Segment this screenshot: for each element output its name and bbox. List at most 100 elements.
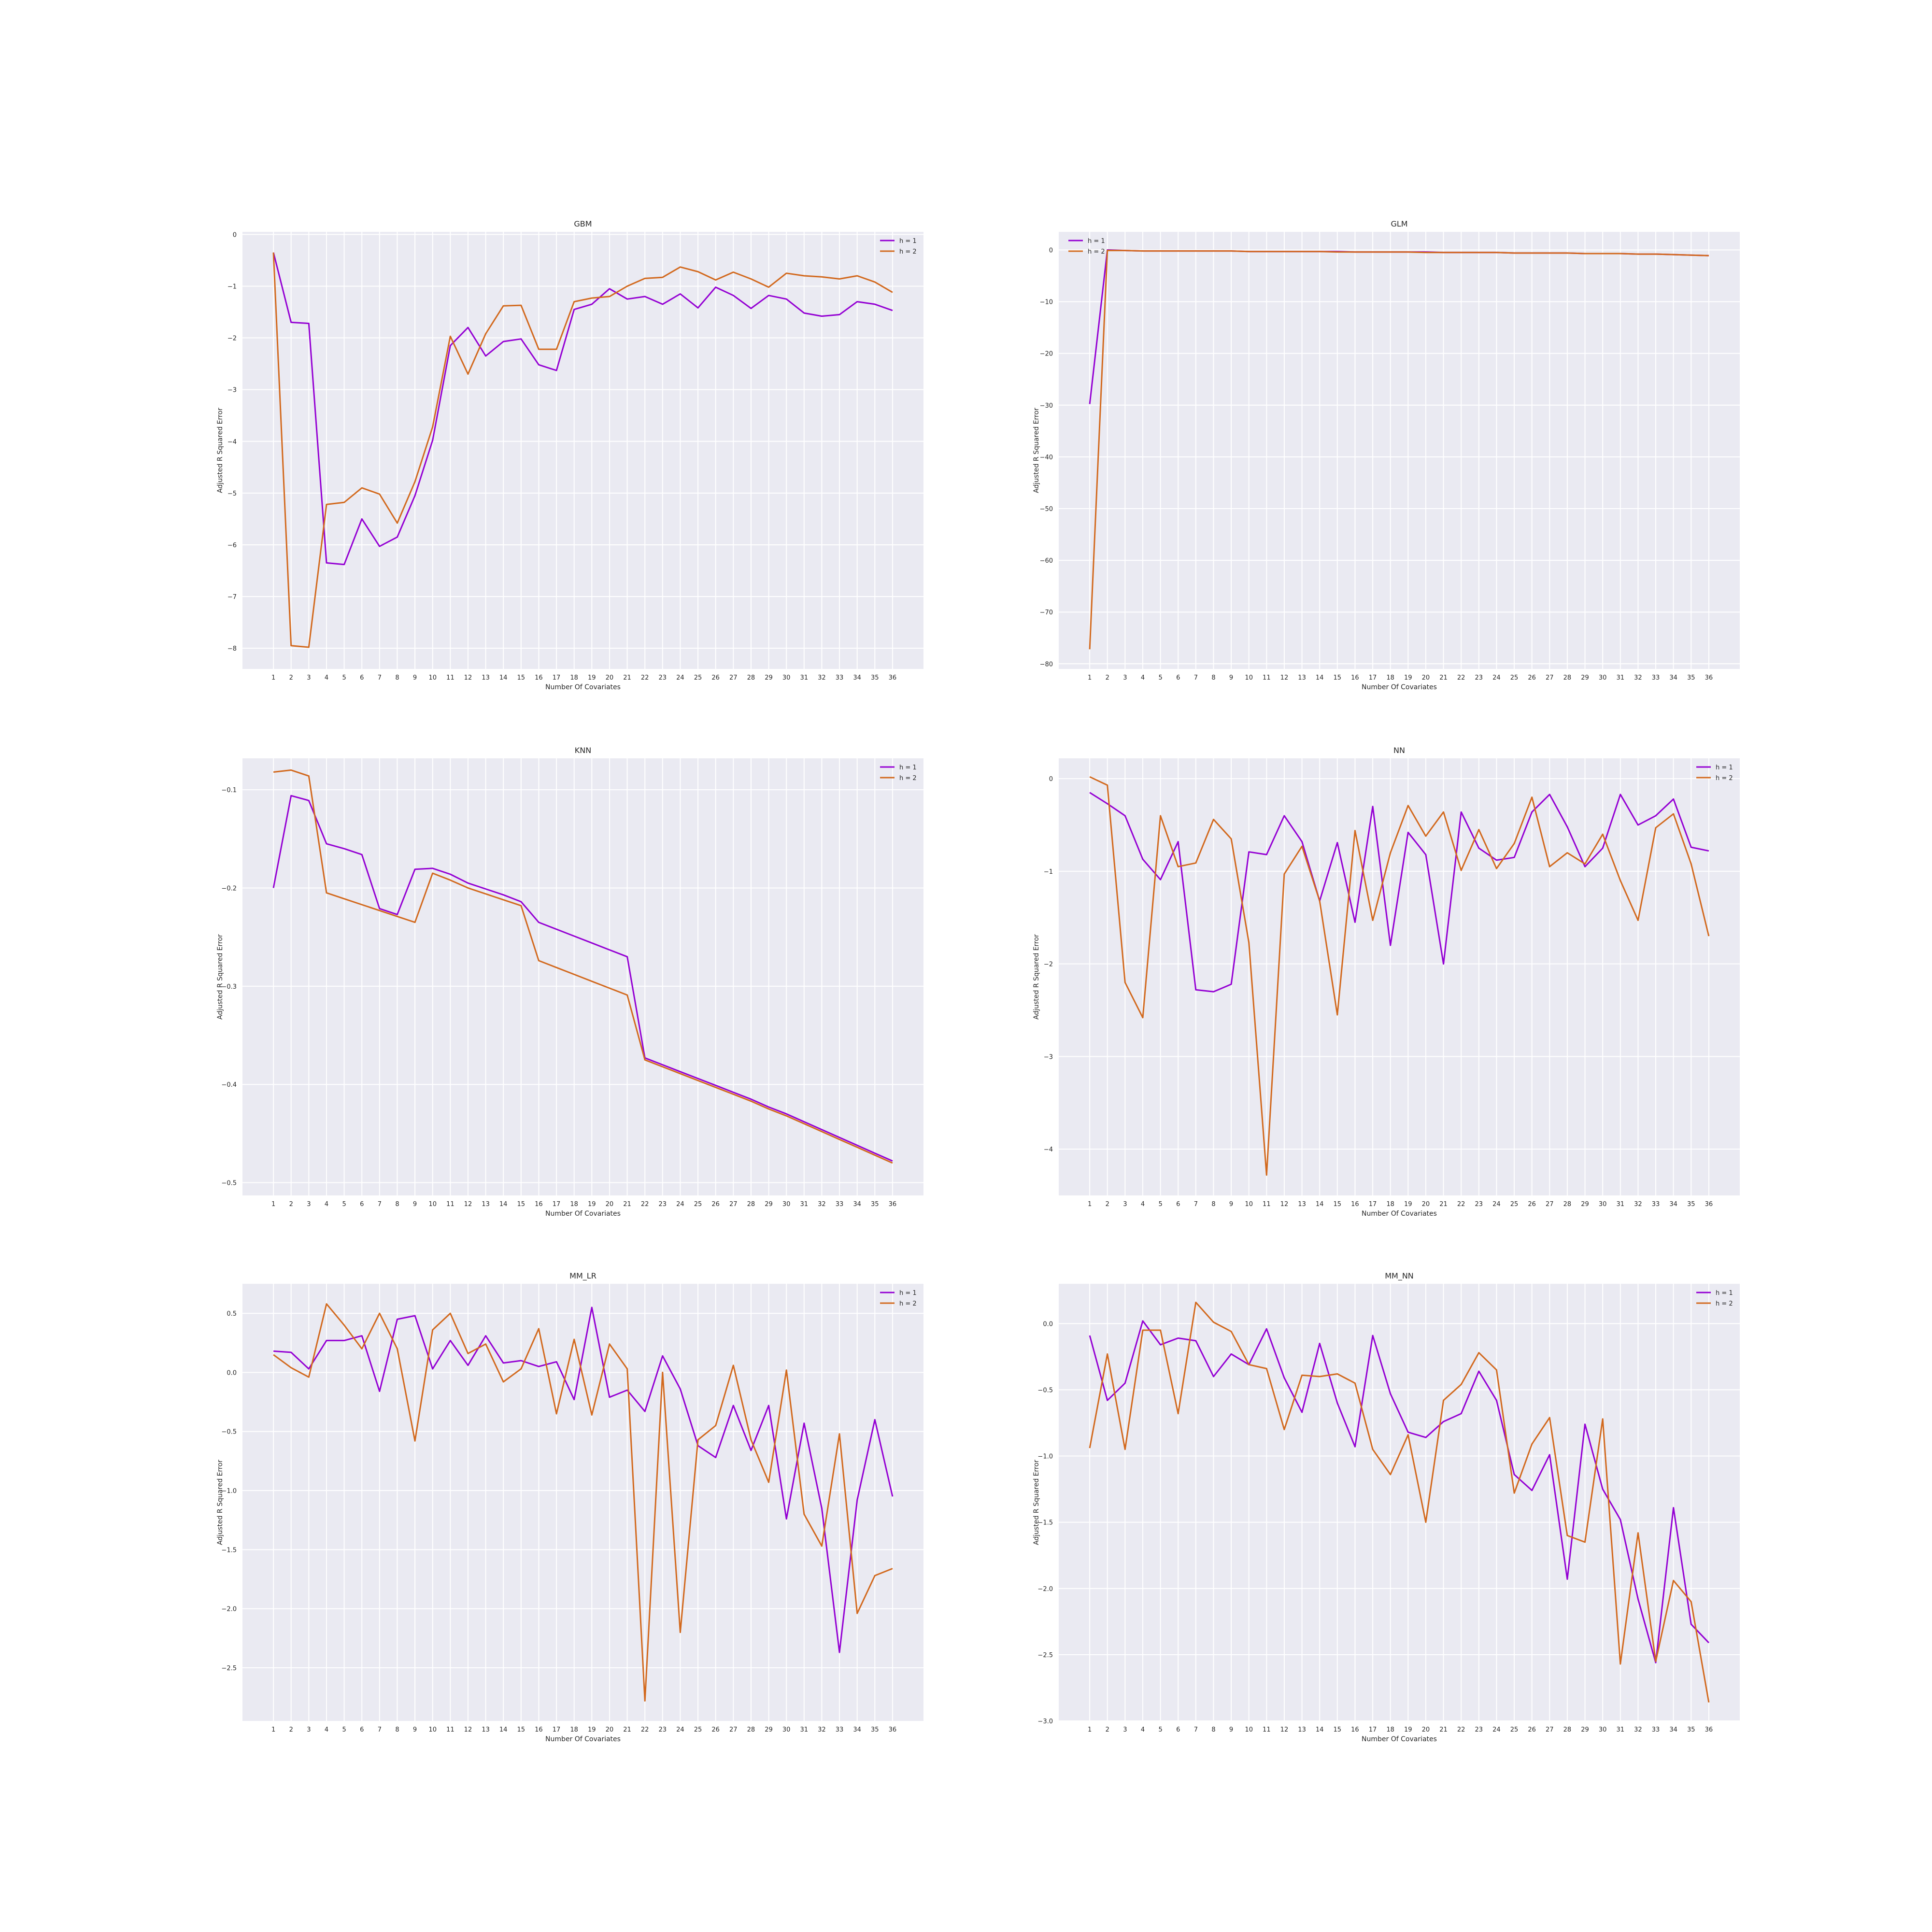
x-tick-label: 6 bbox=[1176, 1201, 1180, 1208]
x-tick-label: 16 bbox=[1351, 1201, 1359, 1208]
x-tick-label: 14 bbox=[1316, 1201, 1324, 1208]
x-tick-label: 25 bbox=[694, 1726, 702, 1733]
y-tick-label: −0.5 bbox=[221, 1429, 237, 1436]
x-tick-label: 4 bbox=[325, 1201, 328, 1208]
x-tick-label: 8 bbox=[395, 1201, 399, 1208]
x-tick-label: 2 bbox=[1106, 674, 1109, 682]
x-tick-label: 22 bbox=[1457, 1201, 1465, 1208]
x-tick-label: 33 bbox=[836, 674, 844, 682]
x-tick-label: 15 bbox=[517, 1726, 526, 1733]
subplot-nn: 1 2 3 4 5 6 7 8 9 10 11 12 13 14 15 16 17 18 19 20 21 22 23 24 2… bbox=[1033, 746, 1740, 1218]
x-tick-label: 6 bbox=[1176, 1726, 1180, 1733]
y-tick-label: −1.0 bbox=[1037, 1453, 1053, 1461]
subplot-glm: 1 2 3 4 5 6 7 8 9 10 11 12 13 14 15 16 17 18 19 20 21 22 23 24 2… bbox=[1033, 219, 1740, 691]
x-tick-label: 23 bbox=[659, 674, 667, 682]
x-tick-label: 2 bbox=[1106, 1726, 1109, 1733]
y-tick-label: −1 bbox=[227, 283, 237, 290]
x-tick-label: 9 bbox=[413, 674, 417, 682]
x-tick-label: 30 bbox=[782, 1726, 791, 1733]
subplot-gbm: 1 2 3 4 5 6 7 8 9 10 11 12 13 14 15 16 17 18 19 20 21 22 23 24 2… bbox=[216, 219, 923, 691]
x-tick-label: 7 bbox=[1194, 1201, 1198, 1208]
x-tick-label: 13 bbox=[1298, 674, 1306, 682]
x-tick-label: 8 bbox=[395, 674, 399, 682]
x-tick-label: 34 bbox=[853, 674, 861, 682]
x-tick-label: 3 bbox=[1123, 1726, 1127, 1733]
x-tick-label: 21 bbox=[623, 1201, 631, 1208]
x-tick-label: 1 bbox=[271, 1201, 275, 1208]
x-tick-label: 6 bbox=[360, 674, 364, 682]
series-line-h2 bbox=[1089, 776, 1710, 1176]
x-tick-label: 10 bbox=[428, 1726, 437, 1733]
subplot-mm-lr: 1 2 3 4 5 6 7 8 9 10 11 12 13 14 15 16 17 18 19 20 21 22 23 24 2… bbox=[216, 1271, 923, 1743]
x-tick-label: 12 bbox=[1280, 1201, 1289, 1208]
x-tick-label: 34 bbox=[853, 1201, 861, 1208]
legend-label: h = 1 bbox=[899, 1290, 917, 1297]
x-tick-label: 23 bbox=[1475, 674, 1483, 682]
x-tick-label: 13 bbox=[482, 1726, 490, 1733]
y-tick-label: −2.0 bbox=[221, 1606, 237, 1613]
x-tick-label: 36 bbox=[889, 674, 897, 682]
x-tick-label: 24 bbox=[1492, 1201, 1501, 1208]
x-tick-label: 31 bbox=[800, 1201, 809, 1208]
x-tick-label: 17 bbox=[1369, 1201, 1377, 1208]
plot-area bbox=[242, 758, 923, 1195]
x-tick-label: 14 bbox=[499, 674, 508, 682]
x-tick-label: 9 bbox=[413, 1726, 417, 1733]
x-tick-label: 21 bbox=[1439, 1726, 1448, 1733]
x-tick-label: 34 bbox=[853, 1726, 861, 1733]
y-tick-label: 0.0 bbox=[227, 1369, 237, 1377]
x-tick-label: 20 bbox=[1422, 1201, 1430, 1208]
x-tick-label: 35 bbox=[871, 674, 879, 682]
x-tick-label: 5 bbox=[342, 1201, 346, 1208]
x-tick-label: 30 bbox=[1599, 1201, 1607, 1208]
x-tick-label: 10 bbox=[1245, 1726, 1253, 1733]
x-tick-label: 16 bbox=[535, 1201, 543, 1208]
series-line-h1 bbox=[1089, 792, 1709, 993]
x-tick-label: 17 bbox=[553, 1726, 561, 1733]
x-tick-label: 6 bbox=[1176, 674, 1180, 682]
x-tick-label: 23 bbox=[1475, 1726, 1483, 1733]
subplot-mm-nn: 1 2 3 4 5 6 7 8 9 10 11 12 13 14 15 16 17 18 19 20 21 22 23 24 2… bbox=[1033, 1271, 1740, 1743]
x-tick-label: 32 bbox=[1634, 1201, 1642, 1208]
x-tick-label: 32 bbox=[818, 1726, 826, 1733]
x-tick-label: 27 bbox=[729, 674, 738, 682]
x-tick-label: 29 bbox=[765, 674, 773, 682]
y-tick-label: −30 bbox=[1040, 402, 1053, 410]
x-tick-label: 12 bbox=[1280, 1726, 1289, 1733]
x-tick-label: 26 bbox=[1528, 1726, 1536, 1733]
y-tick-label: −0.3 bbox=[221, 983, 237, 991]
x-tick-label: 22 bbox=[1457, 674, 1465, 682]
x-tick-label: 7 bbox=[1194, 1726, 1198, 1733]
x-tick-label: 27 bbox=[1546, 674, 1554, 682]
x-tick-label: 20 bbox=[606, 1201, 614, 1208]
legend-label: h = 2 bbox=[1088, 248, 1105, 256]
x-tick-label: 4 bbox=[1141, 674, 1145, 682]
y-tick-label: 0 bbox=[1049, 776, 1053, 783]
y-tick-label: −3 bbox=[1044, 1053, 1053, 1061]
x-tick-label: 28 bbox=[1563, 1726, 1572, 1733]
x-tick-label: 7 bbox=[378, 674, 382, 682]
x-tick-label: 35 bbox=[871, 1201, 879, 1208]
x-tick-label: 29 bbox=[1581, 1726, 1589, 1733]
y-tick-label: −0.4 bbox=[221, 1081, 237, 1089]
x-tick-label: 16 bbox=[1351, 674, 1359, 682]
series-line-h1 bbox=[273, 1307, 894, 1653]
x-tick-label: 28 bbox=[1563, 674, 1572, 682]
legend-label: h = 1 bbox=[1716, 764, 1733, 771]
x-tick-label: 10 bbox=[1245, 1201, 1253, 1208]
x-tick-label: 1 bbox=[1088, 1201, 1092, 1208]
x-tick-label: 7 bbox=[378, 1726, 382, 1733]
x-tick-label: 35 bbox=[871, 1726, 879, 1733]
legend-label: h = 2 bbox=[899, 248, 917, 256]
x-tick-label: 20 bbox=[606, 1726, 614, 1733]
x-tick-label: 9 bbox=[1229, 674, 1233, 682]
x-tick-label: 1 bbox=[271, 1726, 275, 1733]
x-tick-label: 33 bbox=[1652, 1201, 1660, 1208]
x-tick-label: 19 bbox=[588, 674, 596, 682]
series-line-h2 bbox=[272, 252, 893, 648]
x-tick-label: 11 bbox=[446, 1201, 455, 1208]
y-tick-label: −6 bbox=[227, 542, 237, 549]
x-tick-label: 9 bbox=[413, 1201, 417, 1208]
x-tick-label: 23 bbox=[1475, 1201, 1483, 1208]
y-tick-label: −1.5 bbox=[1037, 1520, 1053, 1527]
